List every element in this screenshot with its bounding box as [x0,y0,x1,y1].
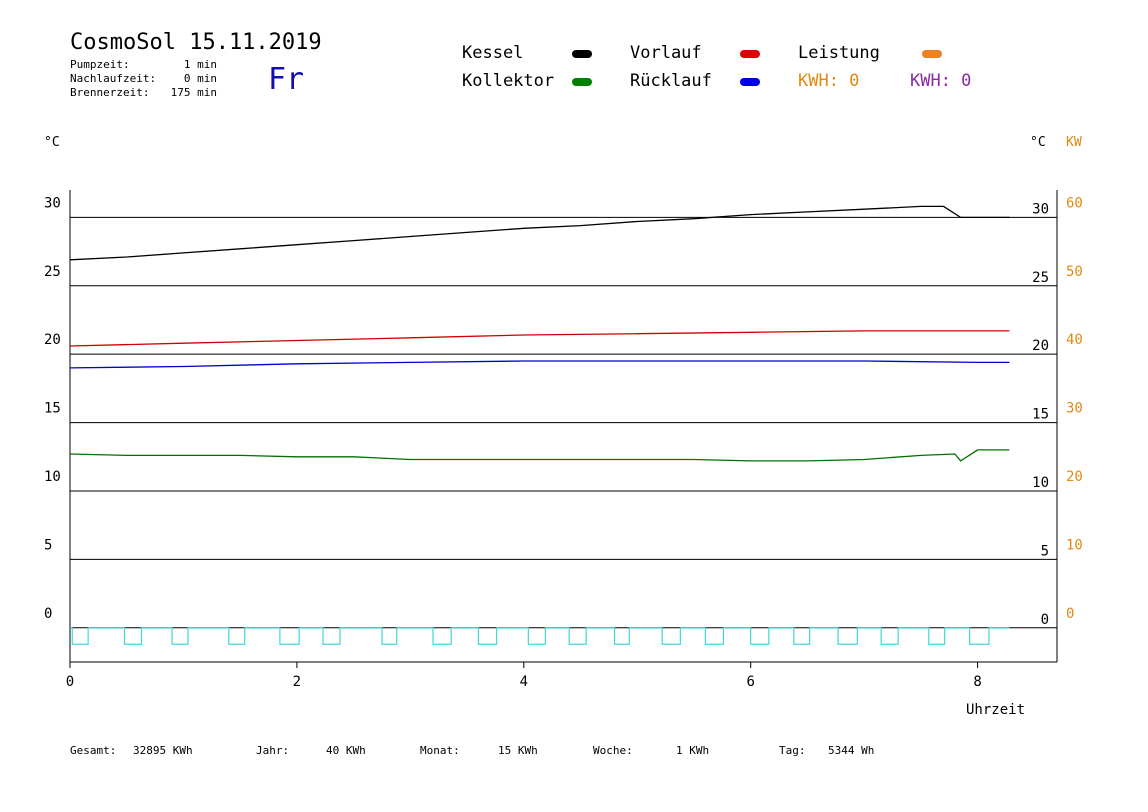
stat-brennerzeit-label: Brennerzeit: [70,86,150,99]
y-tick-power-10: 10 [1066,537,1083,553]
y-tick-right-10: 10 [1032,475,1049,491]
footer-jahr-label: Jahr: [256,744,290,757]
x-tick-4: 4 [520,674,528,690]
kwh-orange-label: KWH: 0 [798,71,860,91]
y-tick-left-15: 15 [44,401,61,417]
series-line-kollektor [69,449,1010,462]
y-axis-unit-power: KW [1066,135,1082,150]
stat-pumpzeit-value: 1 min [183,58,217,71]
stat-nachlaufzeit-value: 0 min [183,72,217,85]
footer-gesamt-value: 32895 KWh [133,744,193,757]
chart-title: CosmoSol 15.11.2019 [70,30,322,55]
footer-tag-value: 5344 Wh [828,744,875,757]
legend-label-ruecklauf: Rücklauf [630,71,712,91]
x-tick-6: 6 [746,674,754,690]
footer-woche-value: 1 KWh [676,744,710,757]
y-tick-left-30: 30 [44,195,61,211]
stat-nachlaufzeit-label: Nachlaufzeit: [70,72,157,85]
series-pulse-line [70,627,1010,645]
y-tick-power-0: 0 [1066,606,1074,622]
footer-monat-value: 15 KWh [498,744,538,757]
y-tick-right-30: 30 [1032,201,1049,217]
y-axis-unit-right: °C [1030,135,1046,150]
footer-jahr-value: 40 KWh [326,744,366,757]
y-tick-power-20: 20 [1066,469,1083,485]
legend-label-leistung: Leistung [798,43,880,63]
footer-gesamt-label: Gesamt: [70,744,117,757]
x-tick-8: 8 [973,674,981,690]
legend-swatch-kessel [572,50,592,58]
series-line-kessel [69,205,1010,261]
x-tick-2: 2 [293,674,301,690]
footer-tag-label: Tag: [779,744,806,757]
footer-monat-label: Monat: [420,744,460,757]
y-tick-left-0: 0 [44,606,52,622]
series-line-rcklauf [69,360,1010,369]
y-tick-right-25: 25 [1032,270,1049,286]
legend-swatch-leistung [922,50,942,58]
legend-swatch-kollektor [572,78,592,86]
y-tick-right-5: 5 [1041,543,1049,559]
kwh-purple-label: KWH: 0 [910,71,972,91]
y-tick-left-20: 20 [44,332,61,348]
y-tick-left-10: 10 [44,469,61,485]
weekday-label: Fr [268,62,305,97]
x-tick-0: 0 [66,674,74,690]
y-tick-power-30: 30 [1066,401,1083,417]
y-tick-right-15: 15 [1032,407,1049,423]
series-line-vorlauf [69,330,1010,347]
legend-label-kessel: Kessel [462,43,524,63]
stat-pumpzeit-label: Pumpzeit: [70,58,130,71]
footer-woche-label: Woche: [593,744,633,757]
x-axis-label: Uhrzeit [966,702,1025,718]
legend-swatch-ruecklauf [740,78,760,86]
legend-label-vorlauf: Vorlauf [630,43,702,63]
y-tick-power-50: 50 [1066,264,1083,280]
legend-label-kollektor: Kollektor [462,71,555,91]
y-tick-left-5: 5 [44,537,52,553]
y-tick-right-0: 0 [1041,612,1049,628]
y-tick-power-60: 60 [1066,195,1083,211]
y-tick-left-25: 25 [44,264,61,280]
y-axis-unit-left: °C [44,135,60,150]
y-tick-power-40: 40 [1066,332,1083,348]
stat-brennerzeit-value: 175 min [170,86,217,99]
y-tick-right-20: 20 [1032,338,1049,354]
legend-swatch-vorlauf [740,50,760,58]
